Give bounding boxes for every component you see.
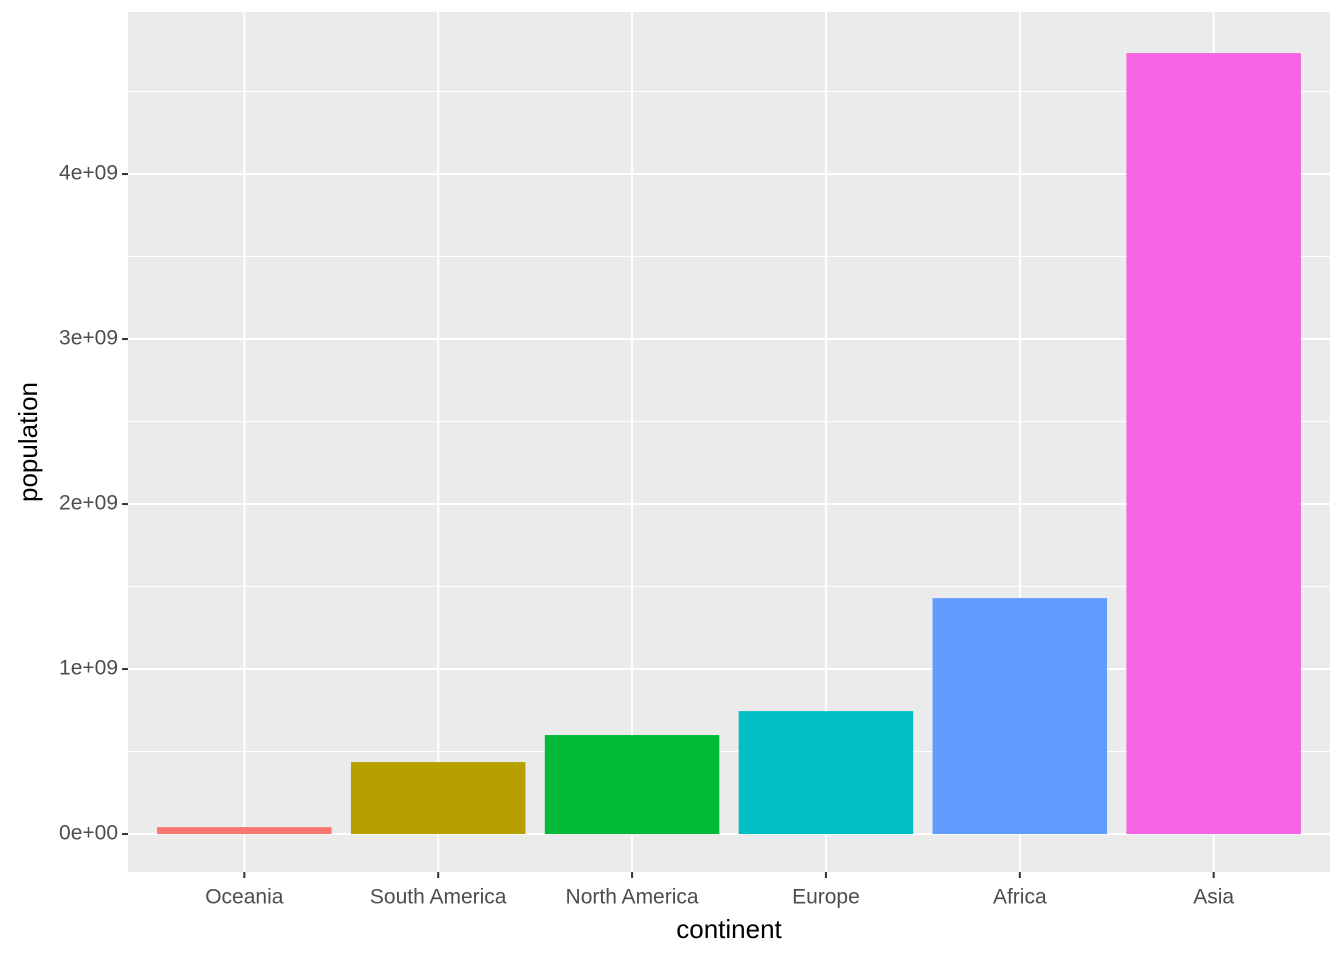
bar — [157, 827, 332, 835]
bar — [350, 762, 526, 835]
x-axis-title: continent — [676, 914, 782, 944]
y-axis-title: population — [13, 382, 43, 502]
y-tick-label: 4e+09 — [59, 162, 118, 185]
x-tick-label: Europe — [792, 886, 860, 909]
bar — [544, 735, 720, 835]
x-tick-label: Oceania — [205, 886, 284, 909]
bar — [738, 711, 914, 835]
y-tick-label: 1e+09 — [59, 657, 118, 680]
y-tick-label: 3e+09 — [59, 327, 118, 350]
y-tick-label: 0e+00 — [59, 822, 118, 845]
x-tick-label: Africa — [993, 886, 1047, 909]
bar — [932, 598, 1108, 835]
x-tick-label: Asia — [1193, 886, 1234, 909]
x-tick-label: North America — [566, 886, 699, 909]
y-tick-label: 2e+09 — [59, 492, 118, 515]
x-tick-label: South America — [370, 886, 507, 909]
bar — [1126, 53, 1301, 835]
